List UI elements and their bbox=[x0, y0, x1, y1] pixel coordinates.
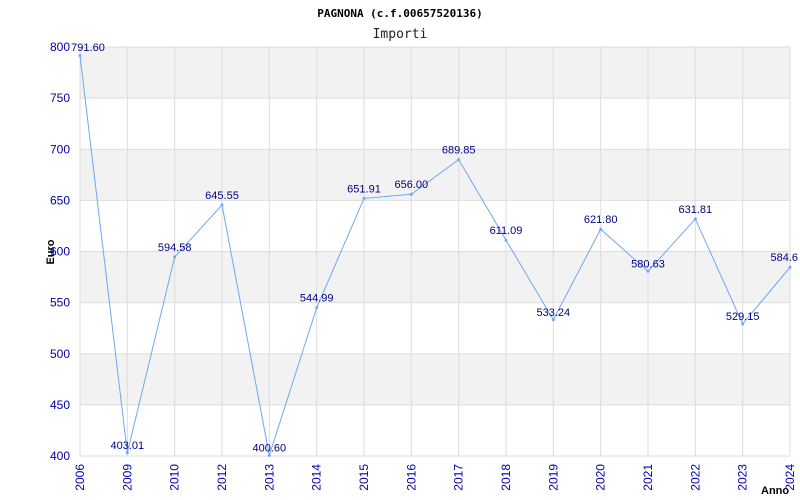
y-tick-labels: 400 450 500 550 600 650 700 750 800 bbox=[50, 40, 70, 463]
background-band bbox=[80, 47, 790, 99]
x-tick-label: 2021 bbox=[641, 464, 655, 491]
data-label: 400.60 bbox=[253, 442, 287, 454]
background-band bbox=[80, 251, 790, 303]
x-tick-label: 2006 bbox=[73, 464, 87, 491]
data-label: 651.91 bbox=[347, 183, 381, 195]
data-label: 631.81 bbox=[679, 204, 713, 216]
data-point bbox=[599, 227, 603, 231]
data-point bbox=[551, 318, 555, 322]
x-tick-label: 2018 bbox=[499, 464, 513, 491]
data-point bbox=[173, 255, 177, 259]
y-tick-label: 800 bbox=[50, 40, 70, 54]
x-tick-label: 2023 bbox=[736, 464, 750, 491]
x-tick-label: 2020 bbox=[594, 464, 608, 491]
data-label: 656.00 bbox=[395, 179, 429, 191]
data-label: 621.80 bbox=[584, 214, 618, 226]
data-point bbox=[267, 453, 271, 457]
background-band bbox=[80, 149, 790, 201]
x-tick-label: 2022 bbox=[688, 464, 702, 491]
data-point bbox=[788, 265, 792, 269]
data-label: 580.63 bbox=[631, 258, 665, 270]
y-tick-label: 500 bbox=[50, 347, 70, 361]
chart-title: PAGNONA (c.f.00657520136) bbox=[317, 7, 483, 20]
x-tick-label: 2010 bbox=[168, 464, 182, 491]
data-label: 544.99 bbox=[300, 293, 334, 305]
x-tick-label: 2016 bbox=[404, 464, 418, 491]
series-line bbox=[79, 55, 791, 456]
data-point bbox=[741, 322, 745, 326]
y-tick-label: 450 bbox=[50, 398, 70, 412]
data-label: 403.01 bbox=[111, 440, 145, 452]
y-tick-label: 650 bbox=[50, 193, 70, 207]
background-bands bbox=[80, 47, 790, 405]
series-importi bbox=[78, 54, 792, 457]
background-band bbox=[80, 353, 790, 405]
data-label: 791.60 bbox=[71, 42, 105, 54]
data-labels: 791.60 403.01 594.58 645.55 400.60 544.99 651.… bbox=[71, 42, 798, 454]
data-label: 584.6 bbox=[770, 252, 798, 264]
data-point bbox=[457, 158, 461, 162]
y-tick-label: 600 bbox=[50, 245, 70, 259]
x-tick-label: 2019 bbox=[546, 464, 560, 491]
data-point bbox=[362, 196, 366, 200]
data-point bbox=[78, 54, 82, 58]
data-label: 645.55 bbox=[205, 190, 239, 202]
data-point bbox=[693, 217, 697, 221]
data-label: 689.85 bbox=[442, 145, 476, 157]
data-label: 594.58 bbox=[158, 242, 192, 254]
data-point bbox=[409, 192, 413, 196]
x-tick-label: 2024 bbox=[783, 464, 797, 491]
x-tick-label: 2013 bbox=[262, 464, 276, 491]
y-tick-label: 700 bbox=[50, 142, 70, 156]
data-point bbox=[220, 203, 224, 207]
y-tick-label: 400 bbox=[50, 449, 70, 463]
data-point bbox=[504, 238, 508, 242]
x-tick-labels: 2006 2009 2010 2012 2013 2014 2015 2016 2017 2018… bbox=[73, 464, 797, 491]
data-point bbox=[646, 269, 650, 273]
chart-subtitle: Importi bbox=[373, 27, 428, 42]
x-tick-label: 2009 bbox=[120, 464, 134, 491]
data-point bbox=[125, 451, 129, 455]
data-label: 533.24 bbox=[537, 307, 571, 319]
y-tick-label: 550 bbox=[50, 296, 70, 310]
data-point bbox=[315, 306, 319, 310]
data-label: 611.09 bbox=[490, 225, 523, 237]
x-tick-label: 2012 bbox=[215, 464, 229, 491]
gridlines bbox=[79, 46, 791, 457]
x-tick-label: 2017 bbox=[452, 464, 466, 491]
y-tick-label: 750 bbox=[50, 91, 70, 105]
x-tick-label: 2015 bbox=[357, 464, 371, 491]
x-axis-label: Anno bbox=[761, 485, 789, 497]
x-tick-label: 2014 bbox=[310, 464, 324, 491]
data-label: 529.15 bbox=[726, 311, 760, 323]
y-axis-label: Euro bbox=[45, 239, 57, 264]
